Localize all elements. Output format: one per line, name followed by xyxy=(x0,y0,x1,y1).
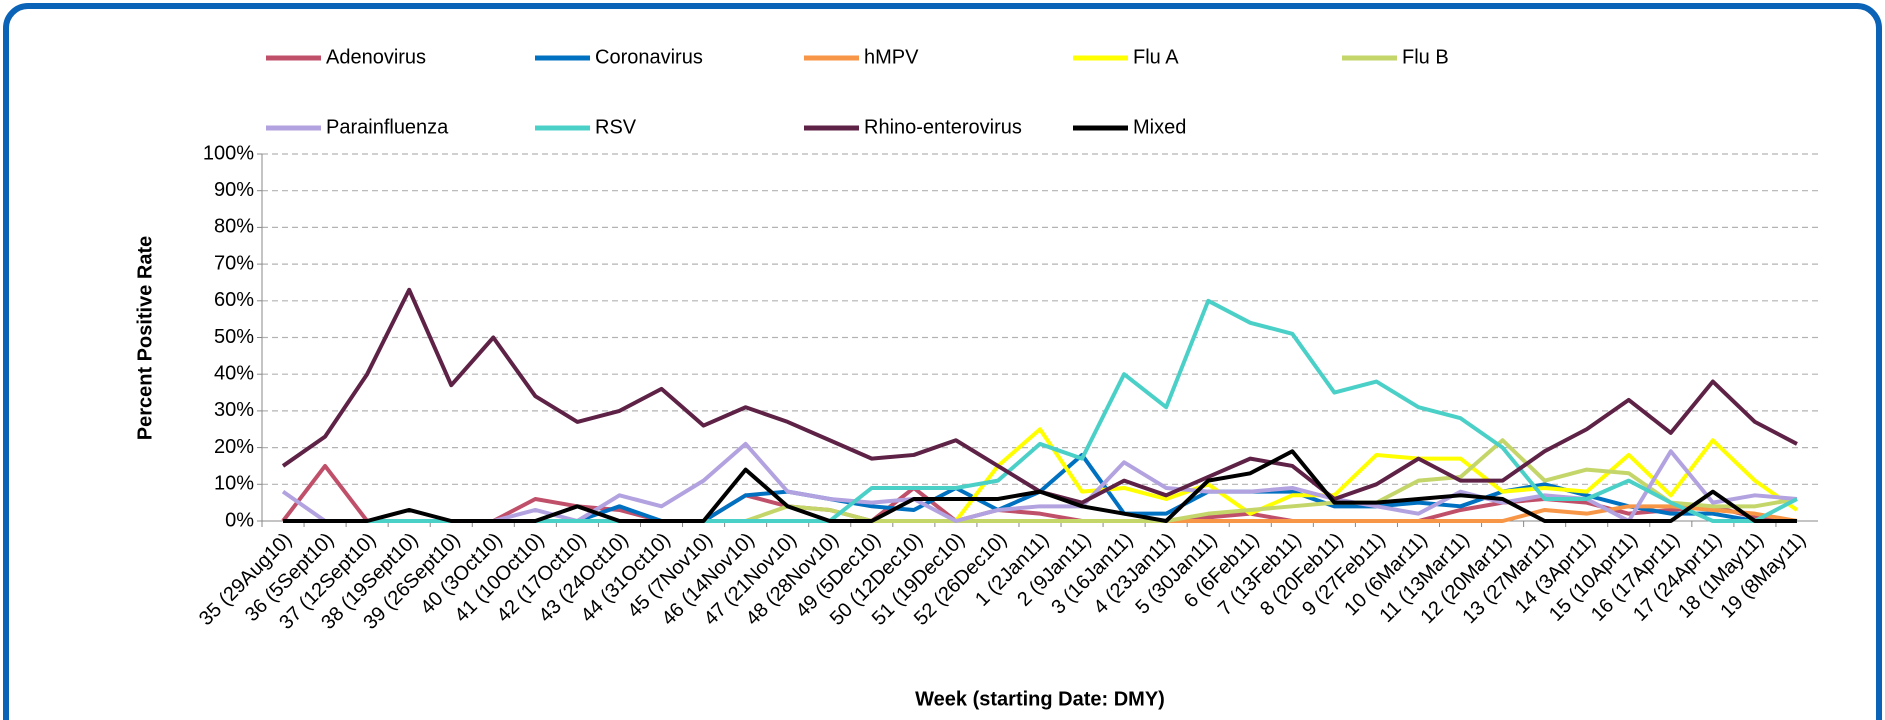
x-axis-label: Week (starting Date: DMY) xyxy=(915,688,1165,710)
series-line xyxy=(281,441,1798,523)
y-tick-label: 30% xyxy=(214,399,254,421)
y-tick-label: 100% xyxy=(203,142,254,164)
series-line xyxy=(283,298,1798,523)
legend-label: Rhino-enterovirus xyxy=(864,116,1022,138)
legend-label: Coronavirus xyxy=(595,46,703,68)
legend-label: Flu B xyxy=(1402,46,1449,68)
y-tick-label: 10% xyxy=(214,473,254,495)
y-tick-label: 20% xyxy=(214,436,254,458)
y-tick-label: 40% xyxy=(214,362,254,384)
legend-label: hMPV xyxy=(864,46,919,68)
y-tick-label: 70% xyxy=(214,252,254,274)
y-tick-label: 50% xyxy=(214,326,254,348)
series-line xyxy=(283,449,1797,523)
y-axis-label: Percent Positive Rate xyxy=(134,236,156,441)
series-line xyxy=(283,438,1798,523)
legend-label: Parainfluenza xyxy=(326,116,449,138)
frame xyxy=(3,3,1882,720)
y-tick-label: 60% xyxy=(214,289,254,311)
y-tick-label: 80% xyxy=(214,216,254,238)
legend-label: Mixed xyxy=(1133,116,1186,138)
legend-label: Adenovirus xyxy=(326,46,426,68)
legend-label: Flu A xyxy=(1133,46,1179,68)
legend-label: RSV xyxy=(595,116,637,138)
y-tick-label: 0% xyxy=(225,509,254,531)
y-tick-label: 90% xyxy=(214,179,254,201)
series-line xyxy=(281,287,1798,505)
